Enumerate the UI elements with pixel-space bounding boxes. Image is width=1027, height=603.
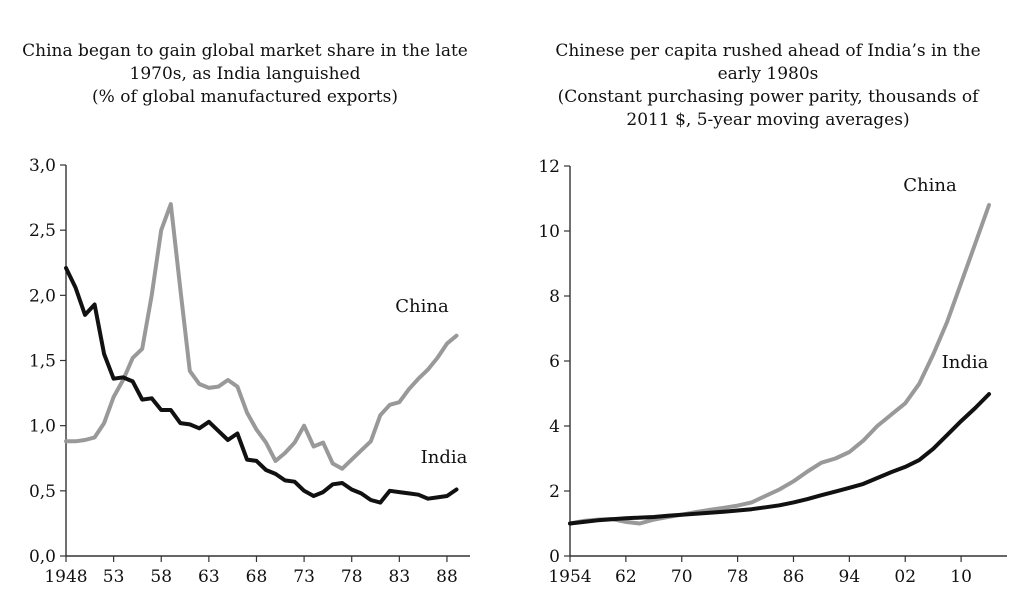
right-x-tick-label: 62 <box>615 567 637 587</box>
right-x-tick-label: 94 <box>839 567 861 587</box>
right-title-line-4: 2011 $, 5-year moving averages) <box>626 110 910 130</box>
right-chart-panel: Chinese per capita rushed ahead of India… <box>513 0 1027 603</box>
left-x-tick-label: 63 <box>198 567 220 587</box>
left-title-line-1: China began to gain global market share … <box>22 41 468 61</box>
left-y-tick-label: 1,5 <box>29 352 56 372</box>
left-x-tick-label: 88 <box>436 567 458 587</box>
left-y-tick-label: 2,0 <box>29 286 56 306</box>
right-chart-title: Chinese per capita rushed ahead of India… <box>523 40 1013 132</box>
right-title-line-2: early 1980s <box>717 64 819 84</box>
right-x-tick-label: 1954 <box>548 567 591 587</box>
right-x-tick-label: 86 <box>783 567 805 587</box>
left-x-tick-label: 78 <box>341 567 363 587</box>
left-y-tick-label: 0,5 <box>29 482 56 502</box>
left-y-tick-label: 0,0 <box>29 547 56 567</box>
left-china-label: China <box>395 296 449 317</box>
left-x-tick-label: 1948 <box>44 567 87 587</box>
left-chart-title: China began to gain global market share … <box>10 40 480 109</box>
left-india-label: India <box>421 447 468 468</box>
left-chart-panel: China began to gain global market share … <box>0 0 513 603</box>
left-x-tick-label: 58 <box>150 567 172 587</box>
right-y-tick-label: 4 <box>549 417 560 437</box>
right-title-line-3: (Constant purchasing power parity, thous… <box>557 87 979 107</box>
right-y-tick-label: 10 <box>538 222 560 242</box>
right-x-tick-label: 02 <box>894 567 916 587</box>
left-x-tick-label: 53 <box>103 567 125 587</box>
right-china-label: China <box>903 175 957 196</box>
right-title-line-1: Chinese per capita rushed ahead of India… <box>555 41 981 61</box>
left-china-line <box>64 202 459 471</box>
left-y-tick-label: 3,0 <box>29 156 56 176</box>
right-y-tick-label: 2 <box>549 482 560 502</box>
left-chart-svg: 0,0 0,5 1,0 1,5 2,0 2,5 3,0 1948 53 58 63 68 73 78 83 8… <box>29 156 470 587</box>
right-china-line <box>568 203 991 526</box>
right-x-tick-label: 10 <box>950 567 972 587</box>
right-y-tick-label: 6 <box>549 352 560 372</box>
right-x-tick-label: 70 <box>671 567 693 587</box>
left-y-tick-label: 1,0 <box>29 417 56 437</box>
left-x-tick-label: 73 <box>293 567 315 587</box>
left-x-tick-label: 83 <box>389 567 411 587</box>
left-india-line <box>64 266 459 505</box>
right-y-tick-label: 12 <box>538 157 560 177</box>
right-x-tick-label: 78 <box>727 567 749 587</box>
right-india-line <box>568 392 991 526</box>
right-y-tick-label: 0 <box>549 547 560 567</box>
right-india-label: India <box>942 352 989 373</box>
left-title-line-2: 1970s, as India languished <box>129 64 361 84</box>
left-y-tick-label: 2,5 <box>29 221 56 241</box>
right-y-tick-label: 8 <box>549 287 560 307</box>
left-title-line-3: (% of global manufactured exports) <box>92 87 398 107</box>
left-x-tick-label: 68 <box>246 567 268 587</box>
